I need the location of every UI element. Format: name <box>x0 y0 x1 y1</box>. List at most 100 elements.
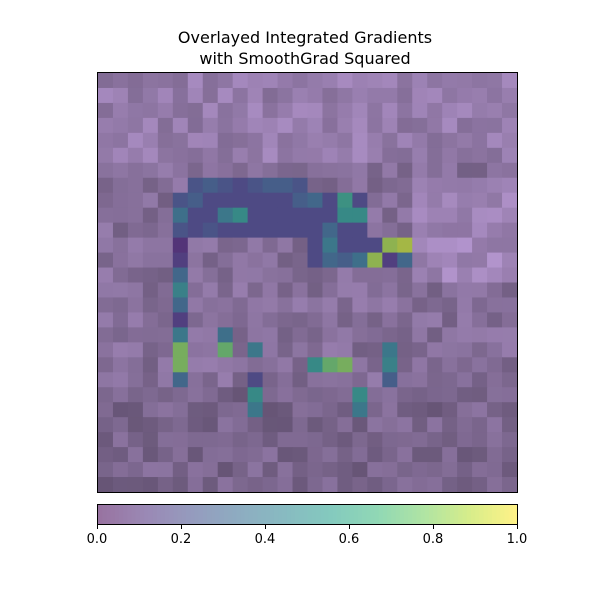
heatmap-cell <box>472 477 488 492</box>
heatmap-cell <box>307 342 324 358</box>
heatmap-cell <box>157 132 174 149</box>
heatmap-cell <box>427 162 443 179</box>
colorbar-segment <box>361 505 367 524</box>
colorbar-segment <box>408 505 413 524</box>
heatmap-cell <box>367 87 383 104</box>
heatmap-cell <box>442 432 458 448</box>
heatmap-cell <box>382 297 398 314</box>
heatmap-cell <box>397 312 413 328</box>
heatmap-cell <box>217 477 234 492</box>
heatmap-cell <box>322 267 339 284</box>
heatmap-cell <box>172 102 189 119</box>
heatmap-cell <box>352 297 368 314</box>
heatmap-cell <box>292 192 309 209</box>
heatmap-cell <box>472 192 488 209</box>
heatmap-cell <box>322 87 339 104</box>
heatmap-cell <box>367 222 383 239</box>
heatmap-cell <box>307 162 324 179</box>
heatmap-cell <box>412 252 428 269</box>
heatmap-cell <box>202 162 219 179</box>
heatmap-cell <box>322 477 339 492</box>
heatmap-cell <box>337 87 353 104</box>
heatmap-cell <box>502 297 517 314</box>
heatmap-cell <box>127 207 144 224</box>
heatmap-cell <box>247 267 264 284</box>
heatmap-cell <box>322 162 339 179</box>
heatmap-cell <box>292 372 309 388</box>
colorbar-segment <box>324 505 329 524</box>
heatmap-cell <box>382 252 398 269</box>
heatmap-cell <box>202 73 219 89</box>
heatmap-cell <box>187 87 204 104</box>
heatmap-cell <box>112 432 129 448</box>
heatmap-cell <box>187 117 204 134</box>
colorbar <box>97 504 518 525</box>
heatmap-cell <box>472 387 488 403</box>
heatmap-cell <box>427 312 443 328</box>
heatmap-cell <box>397 447 413 463</box>
colorbar-segment <box>160 505 166 524</box>
colorbar-segment <box>156 505 162 524</box>
heatmap-cell <box>292 462 309 478</box>
heatmap-cell <box>397 327 413 343</box>
heatmap-cell <box>157 73 174 89</box>
heatmap-cell <box>472 73 488 89</box>
heatmap-cell <box>142 312 159 328</box>
heatmap-cell <box>322 222 339 239</box>
heatmap-cell <box>367 177 383 194</box>
heatmap-cell <box>157 87 174 104</box>
heatmap-cell <box>98 357 114 373</box>
heatmap-cell <box>382 87 398 104</box>
heatmap-cell <box>98 87 114 104</box>
heatmap-cell <box>247 207 264 224</box>
heatmap-cell <box>427 207 443 224</box>
heatmap-cell <box>247 312 264 328</box>
heatmap-cell <box>337 417 353 433</box>
heatmap-cell <box>412 87 428 104</box>
heatmap-cell <box>382 387 398 403</box>
heatmap-cell <box>442 267 458 284</box>
heatmap-cell <box>232 192 249 209</box>
heatmap-cell <box>187 342 204 358</box>
heatmap-cell <box>367 357 383 373</box>
heatmap-cell <box>127 237 144 254</box>
heatmap-cell <box>217 162 234 179</box>
heatmap-cell <box>307 357 324 373</box>
heatmap-cell <box>247 327 264 343</box>
heatmap-cell <box>487 417 503 433</box>
heatmap-cell <box>427 462 443 478</box>
heatmap-cell <box>382 73 398 89</box>
heatmap-cell <box>202 312 219 328</box>
heatmap-cell <box>202 402 219 418</box>
heatmap-cell <box>157 387 174 403</box>
heatmap-cell <box>397 297 413 314</box>
heatmap-cell <box>292 402 309 418</box>
heatmap-cell <box>247 432 264 448</box>
heatmap-cell <box>472 102 488 119</box>
heatmap-cell <box>412 147 428 164</box>
heatmap-cell <box>172 132 189 149</box>
heatmap-cell <box>262 477 279 492</box>
heatmap-cell <box>367 73 383 89</box>
heatmap-cell <box>292 387 309 403</box>
heatmap-cell <box>337 462 353 478</box>
heatmap-cell <box>157 267 174 284</box>
colorbar-svg <box>98 505 518 524</box>
colorbar-tick-label: 0.0 <box>86 532 108 547</box>
colorbar-segment <box>357 505 363 524</box>
colorbar-segment <box>433 505 438 524</box>
heatmap-cell <box>187 477 204 492</box>
heatmap-cell <box>247 282 264 299</box>
heatmap-cell <box>277 222 294 239</box>
heatmap-cell <box>112 282 129 299</box>
heatmap-cell <box>457 222 473 239</box>
heatmap-cell <box>157 177 174 194</box>
heatmap-cell <box>427 477 443 492</box>
heatmap-cell <box>457 477 473 492</box>
colorbar-segment <box>332 505 338 524</box>
heatmap-cell <box>187 357 204 373</box>
heatmap-cell <box>397 432 413 448</box>
heatmap-cell <box>262 417 279 433</box>
heatmap-cell <box>112 447 129 463</box>
heatmap-cell <box>98 252 114 269</box>
